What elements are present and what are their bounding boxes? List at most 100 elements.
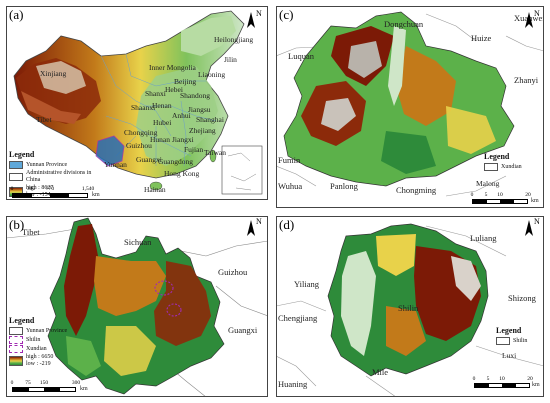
place-guizhou-b: Guizhou [218,267,248,277]
panel-c-xundian-map: (c) Luquan Dongchuan Huize Xuanwei Zhany… [276,6,544,208]
panel-c-label: (c) [279,7,294,22]
north-arrow-icon [247,220,255,236]
panel-a-china-map: (a) Heilongjiang Jilin Inner Mongolia Li… [6,6,268,200]
legend-a-swatch-yunnan [9,161,23,170]
legend-a-row: Administrative divisions in China [9,170,105,184]
legend-b-high: high : 6650 [26,354,54,361]
scalebar-a-labels: 0 385 770 1,540 [11,186,95,193]
scalebar-d-labels: 0 5 10 20 [472,376,533,383]
panel-d-shilin-map: (d) Luliang Yiliang Chengjiang Shilin Sh… [276,216,544,397]
place-guizhou: Guizhou [126,141,152,150]
scalebar-b-labels: 0 75 150 300 [11,380,81,387]
scale-b-tick: 75 [25,380,31,386]
place-anhui: Anhui [172,111,191,120]
place-shizong: Shizong [508,293,536,303]
legend-a-title: Legend [9,150,35,159]
legend-a: Legend Yunnan Province Administrative di… [9,150,105,200]
place-inner-mongolia: Inner Mongolia [149,63,196,72]
shilin-outline [166,303,182,317]
legend-a-item-yunnan: Yunnan Province [26,161,68,168]
place-luxi: Luxi [502,351,517,360]
scalebar-b: 0 75 150 300 [11,380,81,392]
north-label: N [256,9,262,18]
place-guangxi-b: Guangxi [228,325,258,335]
place-panlong: Panlong [330,181,358,191]
legend-d: Legend Shilin [496,326,542,346]
scale-c-tick: 20 [525,192,531,198]
north-label: N [534,217,540,226]
legend-b-swatch-shilin [9,336,23,345]
legend-b-row: Yunnan Province [9,327,89,336]
place-hebei: Hebei [165,85,183,94]
legend-b-title: Legend [9,316,35,325]
scale-a-tick: 770 [45,186,55,192]
scale-d-tick: 20 [527,376,533,382]
scale-c-tick: 5 [484,192,488,198]
place-hunan: Hunan [150,135,170,144]
province-boundaries [100,53,217,167]
scalebar-c-labels: 0 5 10 20 [470,192,531,199]
yunnan-map-svg [6,217,268,397]
place-jiangsu: Jiangsu [188,105,211,114]
place-shanxi: Shanxi [145,89,166,98]
china-map-svg [13,10,263,195]
north-arrow-icon [525,220,533,236]
north-label: N [534,9,540,18]
legend-c-swatch-xundian [484,163,498,172]
legend-a-high: high : 8627 [26,184,54,191]
panel-a-label: (a) [9,7,24,22]
scale-c-tick: 10 [497,192,503,198]
panel-b-yunnan-map: (b) Tibet Sichuan Guizhou Guangxi N Lege… [6,216,268,397]
scale-a-unit: km [92,192,100,198]
scalebar-c-bar [472,199,528,204]
legend-a-row: Yunnan Province [9,161,105,170]
place-guangdong: Guangdong [158,157,193,166]
place-shaanxi: Shaanxi [131,103,156,112]
scalebar-d: 0 5 10 20 [472,376,533,388]
place-beijing: Beijing [174,77,197,86]
county-boundaries [276,225,544,397]
scale-b-tick: 300 [71,380,81,386]
place-zhejiang: Zhejiang [189,126,216,135]
place-malong: Malong [476,179,500,188]
scalebar-a-bar [12,193,88,198]
scale-d-tick: 5 [486,376,490,382]
place-tibet: Tibet [36,115,52,124]
place-fujian: Fujian [184,145,204,154]
legend-a-swatch-admin [9,173,23,182]
place-shanghai: Shanghai [196,115,224,124]
legend-b-low: low : -219 [26,361,51,368]
place-liaoning: Liaoning [198,70,226,79]
place-hainan: Hainan [144,185,166,194]
legend-d-title: Legend [496,326,522,335]
scalebar-d-bar [474,383,530,388]
legend-b-row: Xundian [9,345,89,354]
scalebar-b-bar [12,387,76,392]
xundian-map-svg [276,11,544,197]
legend-a-item-admin: Administrative divisions in China [26,170,92,184]
place-sichuan: Sichuan [124,237,152,247]
legend-b-item-yunnan: Yunnan Province [26,327,68,334]
place-xinjiang: Xinjiang [40,69,67,78]
place-zhanyi: Zhanyi [514,75,539,85]
north-label: N [256,217,262,226]
scale-d-tick: 0 [472,376,476,382]
legend-c-title: Legend [484,152,510,161]
legend-c-row: Xundian [484,163,542,172]
place-yiliang: Yiliang [294,279,320,289]
place-yunnan: Yunnan [104,160,127,169]
legend-b-item-shilin: Shilin [26,336,41,343]
place-shandong: Shandong [180,91,210,100]
place-chongming: Chongming [396,185,437,195]
legend-b-swatch-yunnan [9,327,23,336]
scale-c-tick: 0 [470,192,474,198]
place-henan: Henan [152,101,172,110]
panel-d-label: (d) [279,217,295,232]
place-luliang: Luliang [470,233,497,243]
north-arrow-icon [525,12,533,28]
scalebar-c: 0 5 10 20 [470,192,531,204]
scalebar-a: 0 385 770 1,540 [11,186,95,198]
scale-b-tick: 150 [39,380,49,386]
xundian-outline [154,280,174,296]
